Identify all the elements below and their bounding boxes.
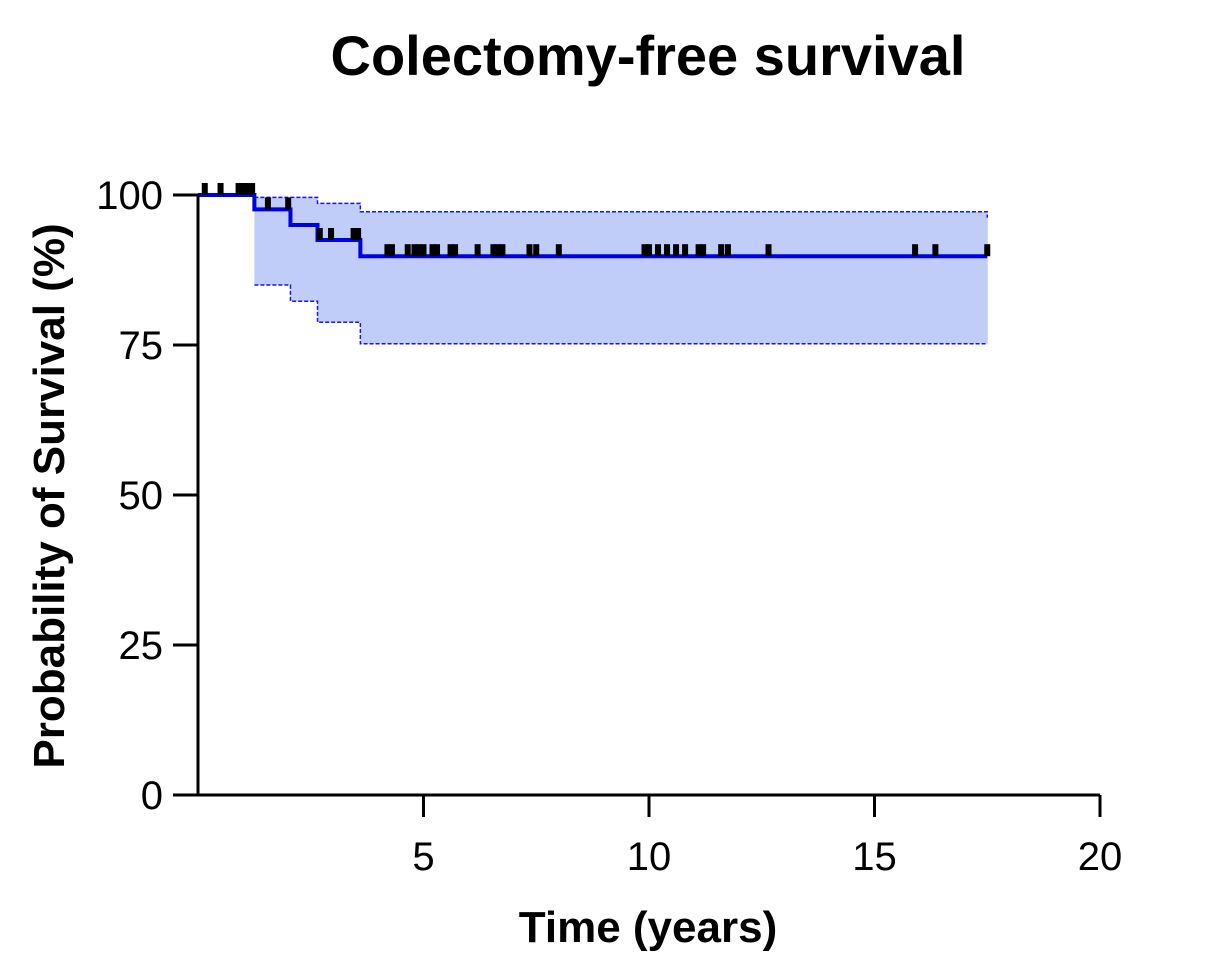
chart-title: Colectomy-free survival	[331, 24, 966, 87]
censor-mark	[682, 244, 689, 257]
censor-mark	[249, 183, 256, 195]
censor-mark	[264, 197, 271, 210]
x-tick-label: 10	[627, 835, 672, 879]
censor-mark	[984, 244, 991, 257]
censor-mark	[474, 244, 481, 257]
censor-mark	[555, 244, 562, 257]
censor-mark	[533, 244, 540, 257]
censor-mark	[411, 244, 418, 257]
censor-mark	[350, 228, 357, 240]
censor-mark	[526, 244, 533, 257]
censor-mark	[217, 183, 224, 195]
censor-mark	[285, 197, 292, 210]
censor-mark	[447, 244, 454, 257]
censor-mark	[673, 244, 680, 257]
censor-mark	[434, 244, 441, 257]
y-axis-label: Probability of Survival (%)	[25, 223, 74, 768]
censor-mark	[355, 228, 362, 240]
censor-mark	[718, 244, 725, 257]
censor-mark	[388, 244, 395, 257]
ci-band	[254, 197, 988, 344]
censor-mark	[646, 244, 652, 257]
x-axis: 5 10 15 20	[173, 793, 1123, 879]
censor-mark	[244, 183, 251, 195]
censor-mark	[765, 244, 772, 257]
x-tick-label: 15	[852, 835, 897, 879]
x-tick-label: 20	[1078, 835, 1123, 879]
censor-mark	[415, 244, 422, 257]
censor-mark	[384, 244, 391, 257]
censor-mark	[316, 228, 323, 240]
censor-mark	[664, 244, 671, 257]
censor-mark	[490, 244, 497, 257]
censor-mark	[499, 244, 506, 257]
censor-mark	[655, 244, 662, 257]
y-tick-label: 75	[119, 324, 164, 368]
x-tick-label: 5	[412, 835, 434, 879]
plot-area	[198, 183, 991, 345]
censor-mark	[404, 244, 411, 257]
y-tick-label: 100	[96, 174, 163, 218]
censor-mark	[494, 244, 501, 257]
censor-mark	[912, 244, 919, 257]
x-axis-label: Time (years)	[519, 903, 777, 952]
censor-mark	[932, 244, 939, 257]
censor-mark	[724, 244, 731, 257]
censor-mark	[420, 244, 427, 257]
censor-mark	[695, 244, 702, 257]
censor-mark	[429, 244, 436, 257]
censor-mark	[201, 183, 208, 195]
ci-upper-line	[254, 196, 988, 218]
censor-mark	[641, 244, 648, 257]
y-tick-label: 0	[141, 774, 163, 818]
ci-lower-line	[254, 284, 988, 345]
y-tick-label: 50	[119, 474, 164, 518]
survival-curve	[198, 193, 988, 259]
censor-mark	[452, 244, 459, 257]
censor-mark	[700, 244, 707, 257]
y-tick-label: 25	[119, 624, 164, 668]
y-axis: 0 25 50 75 100	[96, 174, 200, 818]
censor-mark	[328, 228, 335, 240]
